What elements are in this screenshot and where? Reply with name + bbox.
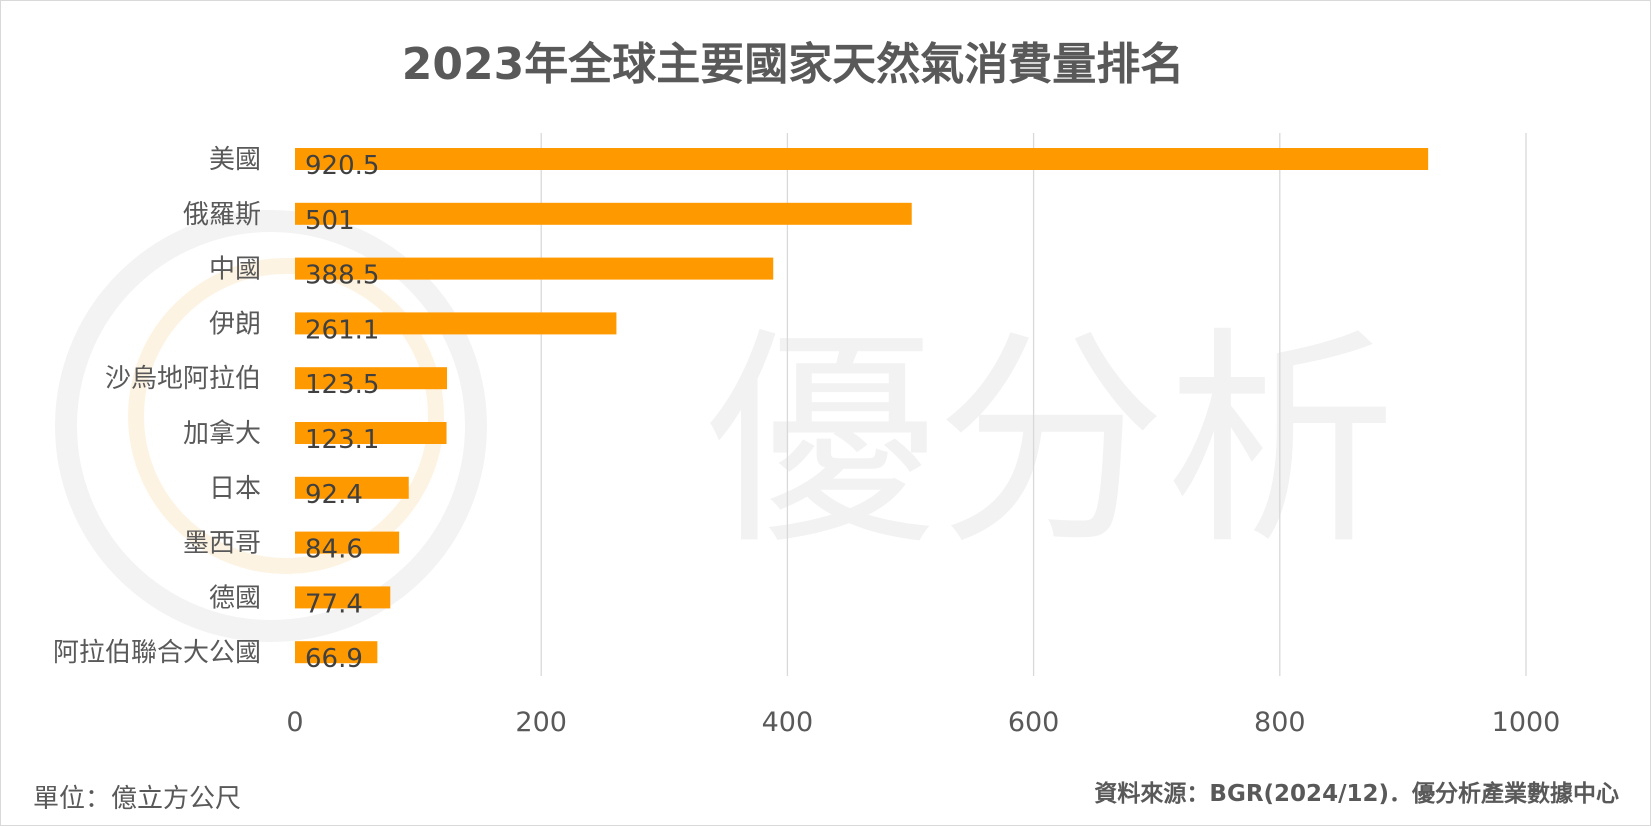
bar (295, 531, 400, 554)
data-label: 920.5 (305, 151, 379, 181)
data-label: 123.1 (305, 425, 379, 455)
watermark-text: 優分析 (706, 309, 1396, 576)
category-label: 加拿大 (183, 419, 261, 449)
bar (295, 148, 1429, 170)
x-tick-label: 200 (515, 707, 567, 738)
bar (295, 312, 617, 335)
bar (295, 422, 447, 444)
x-tick-label: 600 (1008, 707, 1060, 738)
bars-group (295, 148, 1429, 664)
data-label: 501 (305, 206, 355, 236)
unit-note: 單位：億立方公尺 (33, 784, 241, 814)
bar (295, 476, 409, 499)
x-axis-ticks: 0 200 400 600 800 1000 (286, 707, 1560, 738)
category-label: 日本 (209, 474, 261, 504)
bar (295, 586, 391, 609)
category-label: 沙烏地阿拉伯 (105, 364, 261, 394)
bar (295, 257, 774, 280)
bar (295, 367, 448, 390)
category-label: 阿拉伯聯合大公國 (53, 638, 261, 668)
bar (295, 202, 912, 225)
category-label: 中國 (209, 255, 261, 285)
category-label: 德國 (209, 583, 261, 613)
data-label: 388.5 (305, 261, 379, 291)
data-label: 77.4 (305, 589, 363, 619)
watermark-inner-arc (128, 258, 444, 574)
watermark-logo: 優分析 (55, 210, 1396, 642)
category-label: 伊朗 (209, 309, 261, 339)
chart-title: 2023年全球主要國家天然氣消費量排名 (402, 39, 1184, 90)
source-note: 資料來源：BGR(2024/12)．優分析產業數據中心 (1094, 780, 1619, 807)
data-label: 84.6 (305, 535, 363, 565)
watermark-circle (55, 210, 487, 642)
x-tick-label: 400 (762, 707, 814, 738)
data-label: 123.5 (305, 370, 379, 400)
bar (295, 641, 378, 664)
category-label: 墨西哥 (183, 529, 261, 559)
x-tick-label: 800 (1254, 707, 1306, 738)
category-label: 俄羅斯 (183, 200, 261, 230)
x-tick-label: 1000 (1492, 707, 1561, 738)
data-label: 66.9 (305, 644, 363, 674)
data-label: 261.1 (305, 315, 379, 345)
category-label: 美國 (209, 145, 261, 175)
x-tick-label: 0 (286, 707, 303, 738)
data-label: 92.4 (305, 480, 363, 510)
data-labels: 920.5 501 388.5 261.1 123.5 123.1 92.4 84.6 77.4… (305, 151, 379, 674)
